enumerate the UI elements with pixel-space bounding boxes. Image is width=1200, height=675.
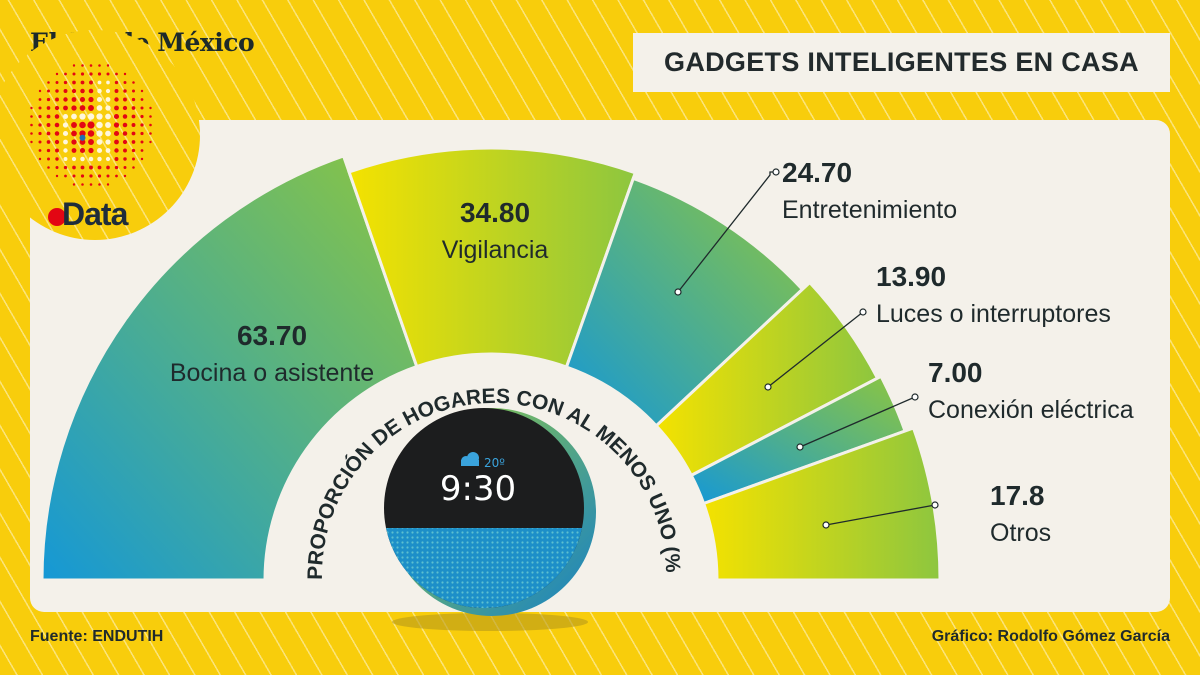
leader-dot (674, 288, 682, 296)
category-label: Vigilancia (442, 236, 549, 264)
leader-dot (822, 521, 830, 529)
leader-dot (772, 168, 780, 176)
category-label: Otros (990, 519, 1051, 547)
segment-entretenimiento (564, 176, 805, 428)
section-logo-text: Data (62, 196, 128, 232)
source-note: Fuente: ENDUTIH (30, 628, 164, 645)
segment-vigilancia (347, 146, 638, 369)
smart-clock-device: 9:30 20º (384, 408, 596, 631)
value-label: 24.70 (782, 157, 852, 188)
value-label: 17.8 (990, 480, 1045, 511)
segment-otros (701, 426, 942, 582)
category-label: Luces o interruptores (876, 300, 1111, 328)
data-red-dot (48, 208, 66, 226)
value-label: 7.00 (928, 357, 983, 388)
data-logo-icon (30, 64, 152, 186)
segment-bocina-o-asistente (40, 154, 419, 582)
leader-line (825, 504, 936, 526)
title-box: GADGETS INTELIGENTES EN CASA (633, 33, 1170, 92)
category-label: Conexión eléctrica (928, 396, 1134, 424)
leader-line (677, 171, 773, 293)
page-title: GADGETS INTELIGENTES EN CASA (664, 47, 1139, 77)
leader-line (767, 311, 864, 388)
leader-dot (931, 501, 939, 509)
device-temperature: 20º (484, 456, 505, 470)
value-label: 13.90 (876, 261, 946, 292)
device-time: 9:30 (440, 469, 516, 509)
leader-dot (764, 383, 772, 391)
category-label: Bocina o asistente (170, 359, 374, 387)
leader-line (799, 396, 916, 448)
value-label: 34.80 (460, 197, 530, 228)
leader-dot (859, 308, 867, 316)
category-label: Entretenimiento (782, 196, 957, 224)
leader-dot (911, 393, 919, 401)
leader-dot (796, 443, 804, 451)
credit-note: Gráfico: Rodolfo Gómez García (931, 628, 1170, 645)
cloud-rain-icon (461, 452, 479, 466)
value-label: 63.70 (237, 320, 307, 351)
